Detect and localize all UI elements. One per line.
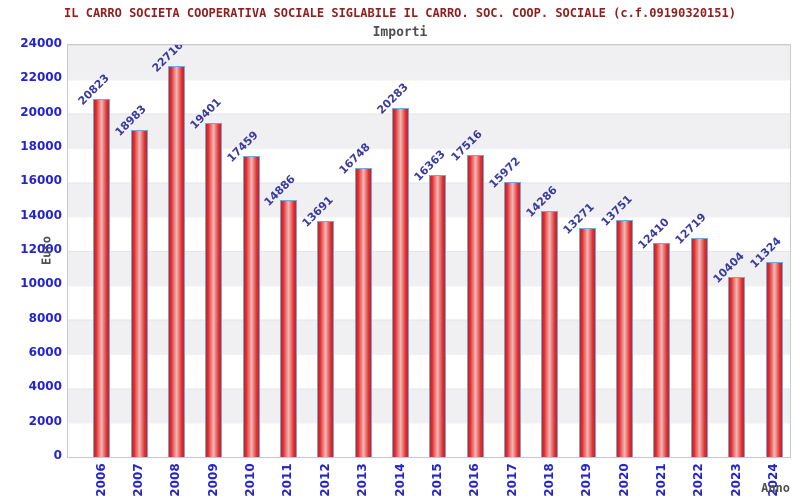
x-tick-label-2017: 2017: [504, 463, 519, 497]
bar-2024: [765, 262, 783, 457]
bar-2015: [429, 175, 447, 457]
y-tick-label: 6000: [28, 345, 62, 359]
bar-2008: [167, 66, 185, 457]
y-tick-label: 22000: [20, 70, 62, 85]
y-tick-label: 0: [53, 448, 62, 462]
plot-area: 20823 18983 22716 19401 17459 14886 13691 16748…: [67, 44, 791, 458]
bar-2016: [466, 155, 484, 457]
x-tick-label-2007: 2007: [131, 463, 146, 497]
bar-2021: [653, 243, 671, 457]
bar-2022: [690, 238, 708, 457]
bar-2014: [392, 108, 409, 457]
y-tick-label: 8000: [28, 310, 62, 325]
y-tick-label: 16000: [20, 173, 62, 188]
bar-2020: [616, 220, 634, 457]
bar-2018: [541, 211, 559, 457]
y-axis-title: Euro: [39, 236, 54, 265]
x-tick-label-2018: 2018: [541, 463, 556, 497]
y-tick-label: 18000: [20, 139, 62, 153]
bar-2009: [205, 123, 223, 457]
x-tick-label-2010: 2010: [243, 463, 258, 497]
x-tick-label-2015: 2015: [429, 463, 444, 497]
bar-2010: [242, 156, 260, 457]
x-axis-title: Anno: [761, 481, 790, 495]
y-tick-label: 10000: [20, 276, 62, 291]
x-tick-label-2013: 2013: [355, 463, 370, 497]
x-tick-label-2020: 2020: [616, 463, 631, 497]
bar-2013: [354, 168, 372, 457]
x-tick-label-2021: 2021: [653, 463, 668, 497]
x-tick-label-2012: 2012: [317, 463, 332, 497]
bar-2011: [279, 200, 297, 457]
x-tick-label-2016: 2016: [467, 463, 482, 497]
y-tick-label: 24000: [20, 36, 62, 50]
bar-2019: [578, 228, 596, 457]
bar-2012: [317, 221, 335, 457]
y-tick-label: 14000: [20, 207, 62, 222]
x-tick-label-2009: 2009: [205, 463, 220, 497]
chart-title: IL CARRO SOCIETA COOPERATIVA SOCIALE SIG…: [64, 6, 736, 20]
y-tick-label: 2000: [28, 413, 62, 428]
bar-2017: [504, 182, 522, 457]
x-tick-label-2006: 2006: [93, 463, 108, 497]
x-tick-label-2008: 2008: [168, 463, 183, 497]
x-tick-label-2023: 2023: [728, 463, 743, 497]
x-tick-label-2011: 2011: [280, 463, 295, 497]
x-tick-label-2014: 2014: [392, 463, 407, 497]
x-tick-label-2022: 2022: [691, 463, 706, 497]
chart-subtitle: Importi: [372, 25, 428, 40]
y-tick-label: 20000: [20, 104, 62, 119]
bar-2007: [130, 130, 148, 457]
x-tick-label-2019: 2019: [579, 463, 594, 497]
y-tick-label: 4000: [28, 379, 62, 394]
bar-2006: [93, 99, 111, 457]
y-tick-label: 12000: [20, 242, 62, 256]
bar-2023: [728, 277, 746, 457]
